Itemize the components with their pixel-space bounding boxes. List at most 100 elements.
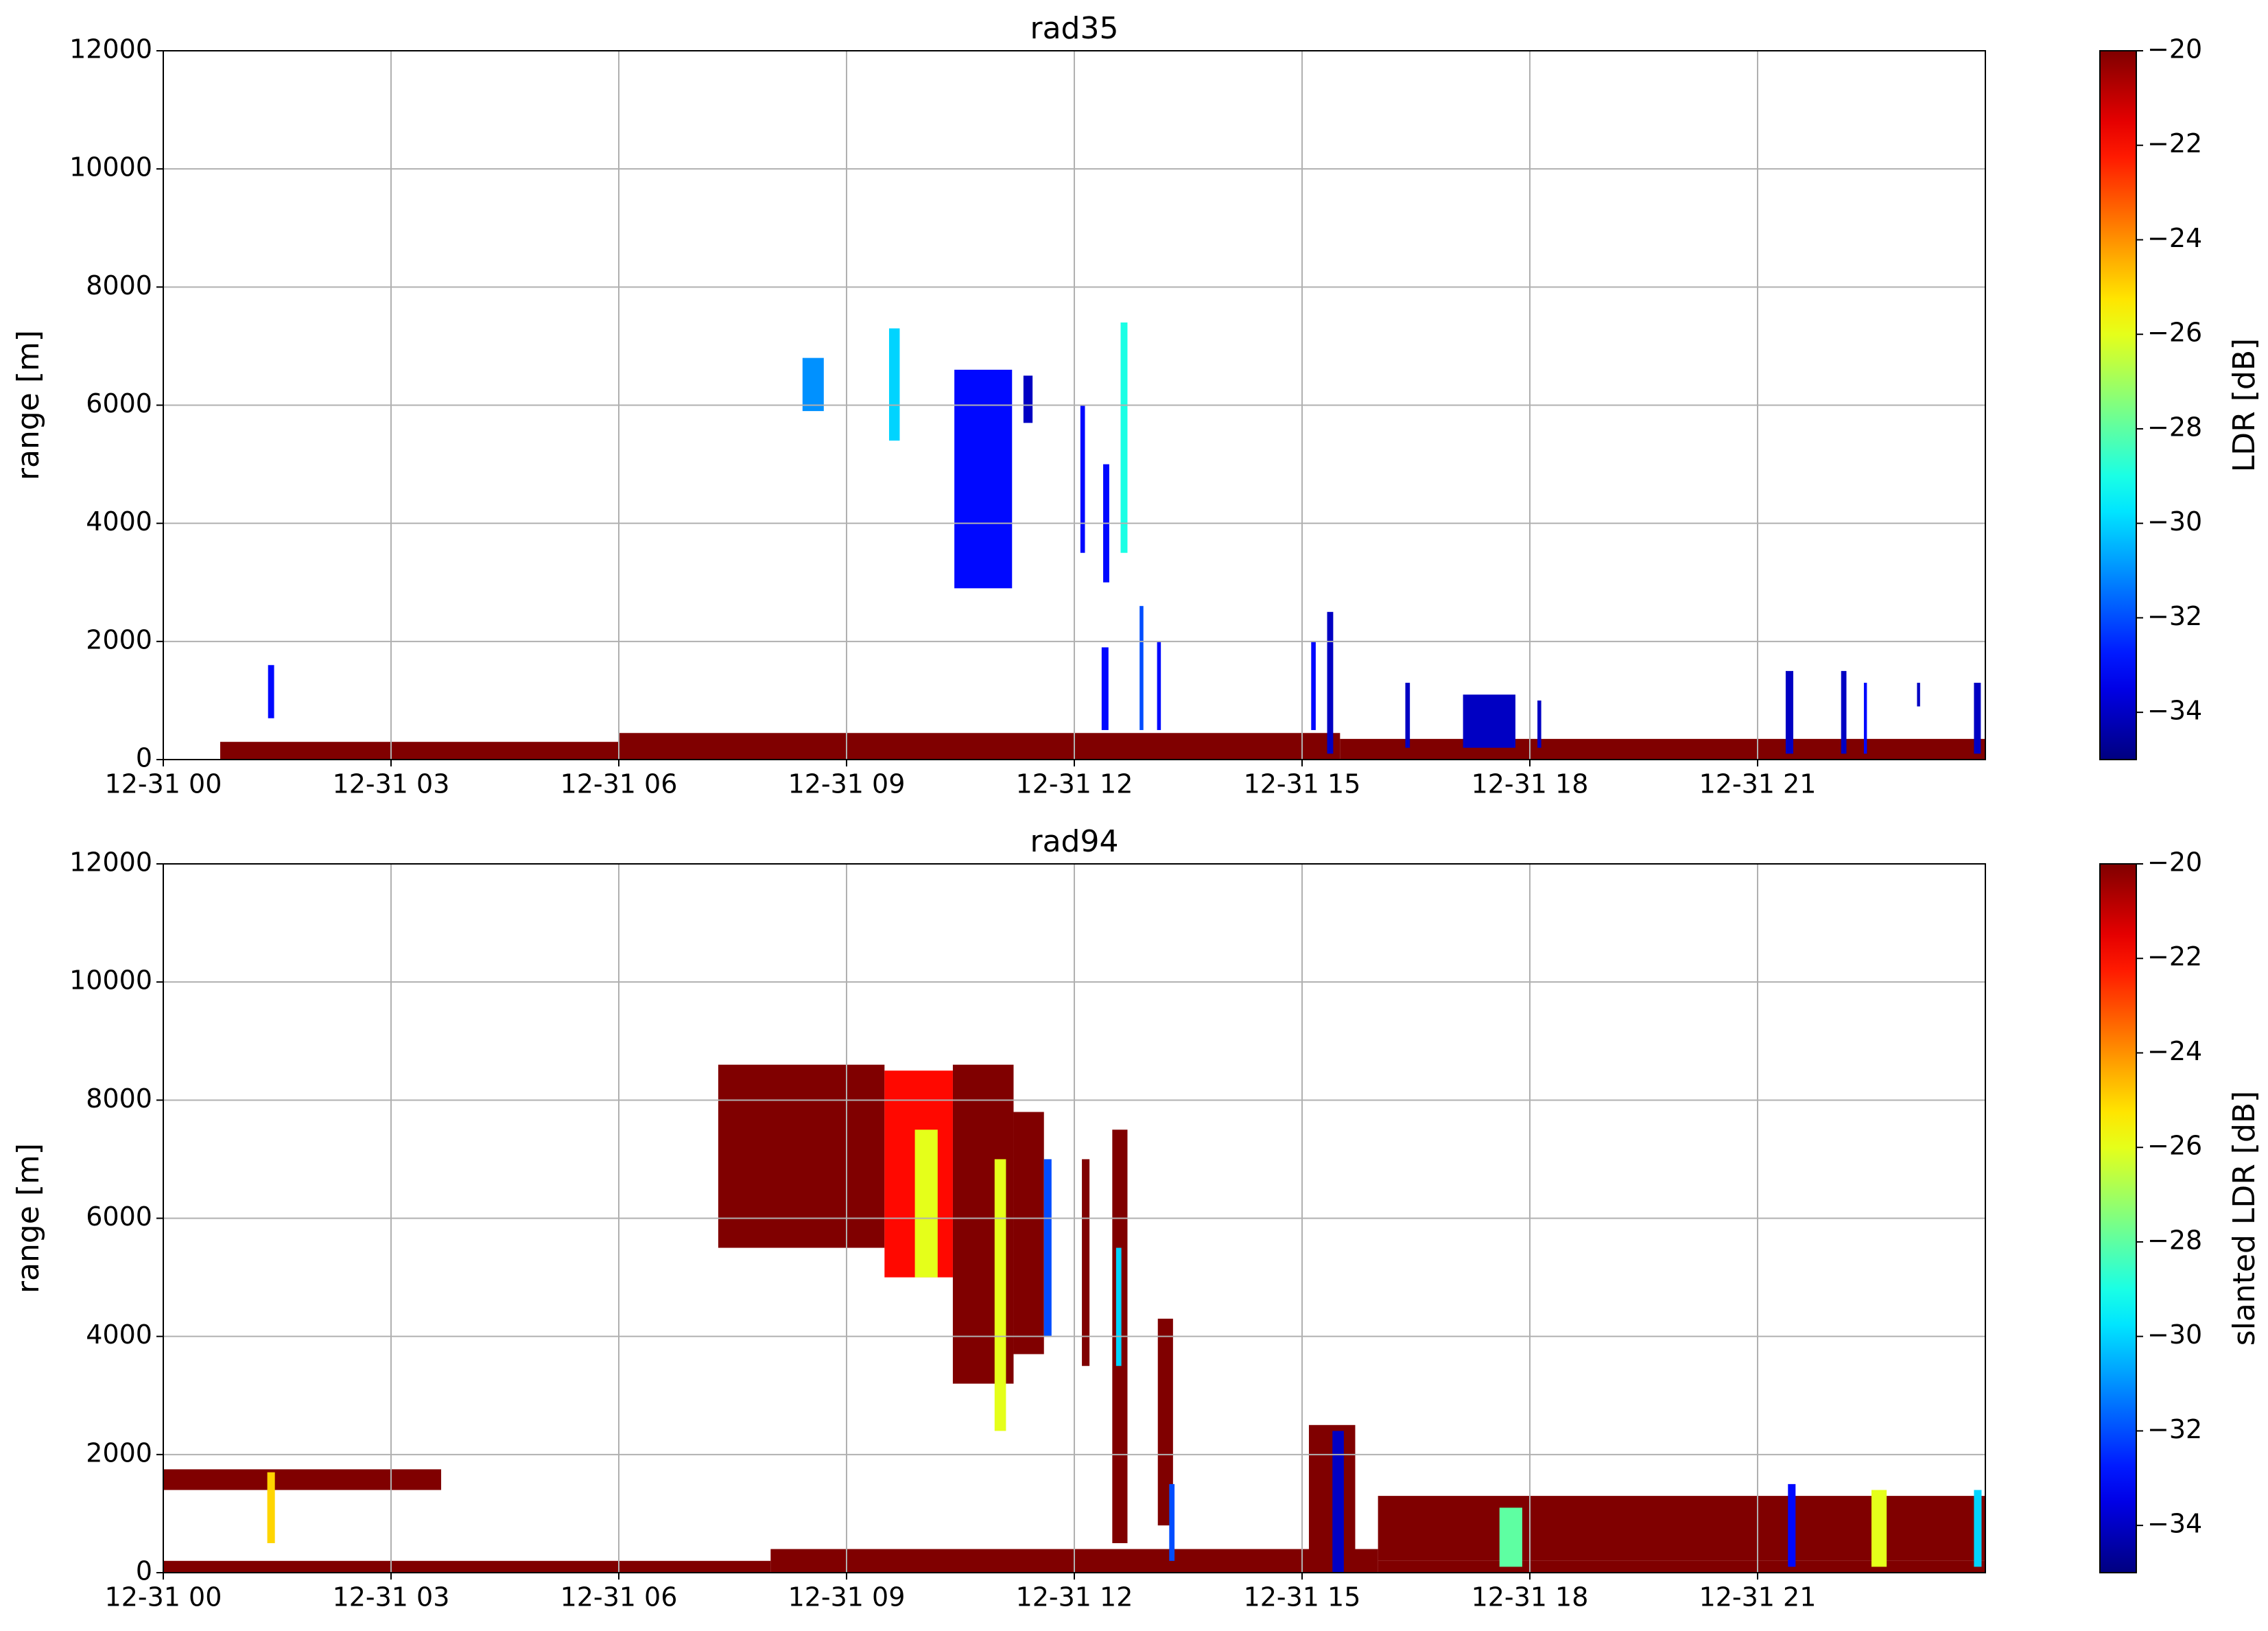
- echo-cell: [1974, 683, 1981, 754]
- y-tick-label: 0: [136, 1556, 152, 1586]
- y-tick-label: 12000: [69, 847, 152, 878]
- colorbar-tick-label: −22: [2147, 941, 2202, 972]
- echo-cell: [1785, 670, 1794, 754]
- echo-cell: [1332, 1431, 1344, 1573]
- echo-cell: [1378, 1496, 1985, 1561]
- echo-cell: [914, 1129, 938, 1278]
- echo-cell: [1340, 738, 1985, 760]
- y-tick-label: 4000: [86, 1319, 152, 1350]
- x-tick-label: 12-31 03: [333, 769, 450, 799]
- colorbar-tick-label: −34: [2147, 1509, 2202, 1539]
- colorbar-label: LDR [dB]: [2227, 338, 2262, 472]
- y-tick-label: 12000: [69, 34, 152, 64]
- echo-cell: [1308, 1424, 1356, 1573]
- x-tick-label: 12-31 00: [105, 1582, 222, 1612]
- echo-cell: [220, 742, 619, 760]
- colorbar: [2099, 863, 2137, 1573]
- y-tick-label: 0: [136, 743, 152, 773]
- echo-cell: [1023, 375, 1033, 423]
- echo-cell: [267, 1472, 275, 1543]
- colorbar-tick-label: −32: [2147, 1414, 2202, 1444]
- echo-cell: [1157, 1318, 1173, 1526]
- echo-cell: [1169, 1483, 1175, 1561]
- echo-cell: [1101, 647, 1109, 730]
- y-tick-label: 10000: [69, 152, 152, 183]
- echo-cell: [1871, 1490, 1887, 1567]
- colorbar-label: slanted LDR [dB]: [2227, 1091, 2262, 1346]
- axes-frame: [163, 863, 1986, 1573]
- echo-cell: [1082, 1159, 1090, 1366]
- chart-title: rad35: [1030, 11, 1119, 46]
- y-tick-label: 2000: [86, 1438, 152, 1468]
- colorbar-tick-label: −34: [2147, 696, 2202, 726]
- x-tick-label: 12-31 09: [788, 769, 906, 799]
- y-tick-label: 2000: [86, 624, 152, 655]
- x-tick-label: 12-31 15: [1244, 769, 1361, 799]
- x-tick-label: 12-31 18: [1472, 1582, 1589, 1612]
- colorbar-tick-label: −32: [2147, 601, 2202, 631]
- colorbar-tick-label: −24: [2147, 1036, 2202, 1066]
- y-axis-label: range [m]: [11, 330, 46, 480]
- y-tick-label: 6000: [86, 388, 152, 419]
- echo-cell: [1405, 683, 1410, 748]
- echo-cell: [718, 1064, 885, 1248]
- colorbar-tick-label: −30: [2147, 506, 2202, 537]
- x-tick-label: 12-31 18: [1472, 769, 1589, 799]
- y-tick-label: 10000: [69, 965, 152, 996]
- colorbar-tick-label: −28: [2147, 412, 2202, 442]
- echo-cell: [1788, 1483, 1796, 1567]
- echo-cell: [1863, 683, 1867, 754]
- axes-frame: [163, 50, 1986, 760]
- echo-cell: [1463, 694, 1515, 748]
- y-tick-label: 8000: [86, 1083, 152, 1114]
- x-tick-label: 12-31 09: [788, 1582, 906, 1612]
- y-axis-label: range [m]: [11, 1143, 46, 1293]
- echo-cell: [1120, 322, 1128, 553]
- echo-cell: [163, 1560, 771, 1573]
- colorbar-tick-label: −22: [2147, 128, 2202, 159]
- echo-cell: [268, 665, 274, 718]
- x-tick-label: 12-31 12: [1016, 1582, 1133, 1612]
- echo-cell: [1974, 1490, 1982, 1567]
- y-tick-label: 4000: [86, 506, 152, 537]
- x-tick-label: 12-31 00: [105, 769, 222, 799]
- echo-cell: [1013, 1112, 1044, 1354]
- x-tick-label: 12-31 06: [560, 1582, 678, 1612]
- colorbar-tick-label: −20: [2147, 34, 2202, 64]
- panel: 0 2000 4000 6000 8000 10000 12000 12-31 00 12-31…: [11, 824, 2262, 1612]
- colorbar: [2099, 50, 2137, 760]
- echo-cell: [619, 733, 1340, 760]
- colorbar-tick-label: −30: [2147, 1319, 2202, 1350]
- x-tick-label: 12-31 15: [1244, 1582, 1361, 1612]
- echo-cell: [1499, 1507, 1522, 1567]
- echo-cell: [954, 369, 1013, 589]
- panel: 0 2000 4000 6000 8000 10000 12000 12-31 00 12-31…: [11, 11, 2262, 799]
- x-tick-label: 12-31 21: [1699, 769, 1817, 799]
- colorbar-tick-label: −26: [2147, 318, 2202, 348]
- echo-cell: [888, 328, 900, 441]
- y-tick-label: 8000: [86, 270, 152, 301]
- echo-cell: [1327, 611, 1334, 754]
- echo-cell: [994, 1159, 1006, 1431]
- colorbar-tick-label: −20: [2147, 847, 2202, 878]
- echo-cell: [1043, 1159, 1052, 1337]
- echo-cell: [1115, 1247, 1122, 1366]
- x-tick-label: 12-31 21: [1699, 1582, 1817, 1612]
- echo-cell: [1917, 683, 1920, 707]
- colorbar-tick-label: −28: [2147, 1225, 2202, 1255]
- colorbar-tick-label: −26: [2147, 1131, 2202, 1161]
- echo-cell: [1841, 670, 1847, 754]
- echo-cell: [1537, 700, 1541, 748]
- echo-cell: [1157, 641, 1161, 730]
- colorbar-tick-label: −24: [2147, 223, 2202, 253]
- x-tick-label: 12-31 06: [560, 769, 678, 799]
- x-tick-label: 12-31 12: [1016, 769, 1133, 799]
- echo-cell: [802, 357, 824, 412]
- echo-cell: [1080, 405, 1085, 553]
- x-tick-label: 12-31 03: [333, 1582, 450, 1612]
- echo-cell: [1139, 606, 1144, 730]
- chart-title: rad94: [1030, 824, 1119, 859]
- echo-cell: [1378, 1560, 1985, 1573]
- echo-cell: [1311, 641, 1316, 730]
